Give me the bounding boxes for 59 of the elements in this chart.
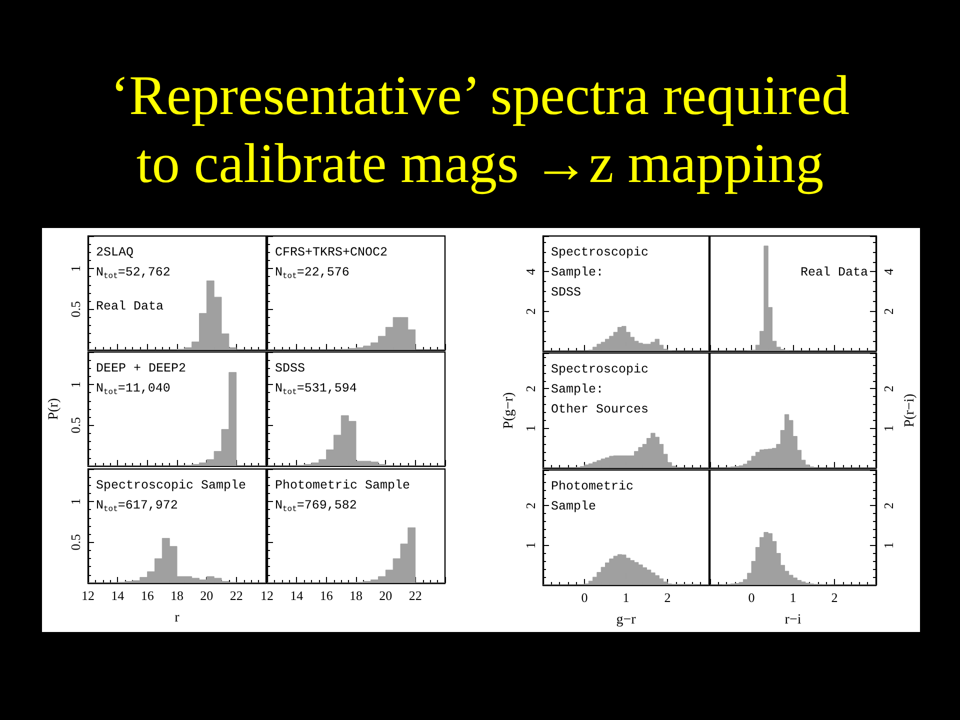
annotation: Photometric: [551, 480, 634, 494]
x-tick-label: 20: [379, 588, 392, 603]
annotation: SDSS: [551, 286, 582, 300]
x-tick-label: 12: [260, 588, 274, 603]
x-axis-title: r: [174, 610, 180, 626]
x-tick-label: 14: [290, 588, 304, 603]
y-tick-label: 2: [523, 502, 538, 509]
text: ‘Representative’ spectra required to calibrate mags →z mapping: [109, 64, 851, 197]
y2-tick-label: 2: [881, 385, 896, 392]
x-tick-label: 1: [622, 590, 630, 605]
x-tick-label: 12: [82, 588, 94, 603]
annotation: SDSS: [275, 362, 306, 376]
y-tick-label: 2: [523, 385, 538, 392]
annotation: Real Data: [800, 266, 868, 280]
y-tick-label: 1: [523, 425, 538, 432]
x-tick-label: 18: [350, 588, 362, 603]
annotation: Real Data: [96, 300, 164, 314]
x-tick-label: 2: [664, 590, 671, 605]
y2-tick-label: 2: [881, 308, 896, 315]
x-tick-label: 16: [320, 588, 334, 603]
y-tick-label: 4: [523, 268, 538, 275]
y-tick-label: 1: [68, 265, 83, 272]
y-tick-label: 1: [68, 381, 83, 388]
x-tick-label: 14: [111, 588, 125, 603]
annotation: Spectroscopic Sample: [96, 478, 246, 492]
annotation: Sample:: [551, 382, 604, 396]
annotation: Spectroscopic: [551, 362, 649, 376]
x-tick-label: 2: [831, 590, 838, 605]
x-tick-label: 16: [140, 588, 154, 603]
annotation: 2SLAQ: [96, 246, 134, 260]
annotation: Other Sources: [551, 402, 649, 416]
y-axis-title: P(g−r): [502, 392, 517, 429]
annotation: CFRS+TKRS+CNOC2: [275, 246, 388, 260]
annotation: Spectroscopic: [551, 246, 649, 260]
x-tick-label: 22: [408, 588, 422, 603]
y2-axis-title: P(r−i): [902, 393, 918, 428]
x-tick-label: 0: [581, 590, 588, 605]
y-tick-label: 0.5: [68, 534, 83, 550]
y2-tick-label: 4: [881, 268, 896, 275]
y-tick-label: 0.5: [68, 417, 83, 434]
x-tick-label: 22: [230, 588, 243, 603]
y-tick-label: 2: [523, 308, 538, 315]
x-tick-label: 0: [748, 590, 755, 605]
y-tick-label: 0.5: [68, 301, 83, 318]
x-tick-label: 20: [200, 588, 214, 603]
x-tick-label: 1: [790, 590, 796, 605]
y2-tick-label: 1: [881, 542, 896, 549]
y-tick-label: 1: [68, 498, 83, 505]
x-tick-label: 18: [170, 588, 184, 603]
annotation: DEEP + DEEP2: [96, 362, 186, 376]
annotation: Photometric Sample: [275, 478, 410, 492]
y2-tick-label: 1: [881, 425, 896, 432]
x-axis-title: g−r: [616, 612, 636, 628]
y-axis-title: P(r): [46, 398, 62, 420]
x-axis-title: r−i: [784, 612, 802, 628]
annotation: Sample:: [551, 266, 604, 280]
y-tick-label: 1: [523, 542, 538, 549]
annotation: Sample: [551, 500, 596, 514]
y2-tick-label: 2: [881, 502, 896, 509]
